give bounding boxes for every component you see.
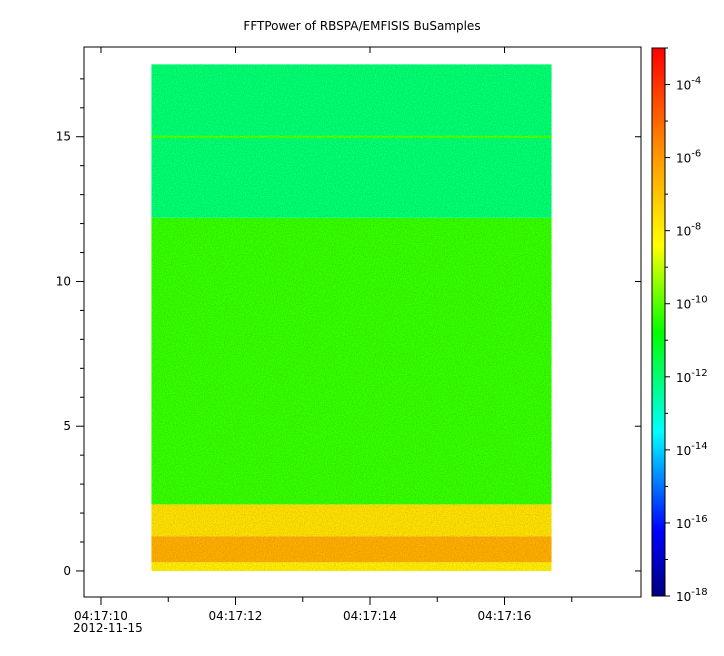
x-tick-label: 04:17:12	[209, 609, 263, 623]
colorbar-tick-label: 10-12	[676, 368, 708, 385]
colorbar-tick-base: 10	[676, 444, 691, 458]
x-tick-label: 04:17:14	[343, 609, 397, 623]
colorbar-tick-label: 10-14	[676, 441, 708, 458]
colorbar-tick-label: 10-6	[676, 149, 701, 166]
y-tick-label: 5	[63, 419, 71, 433]
x-axis: 04:17:10 04:17:12 04:17:14 04:17:16	[74, 47, 573, 623]
colorbar-tick-label: 10-8	[676, 222, 701, 239]
colorbar-tick-label: 10-18	[676, 587, 708, 604]
colorbar-tick-label: 10-16	[676, 514, 708, 531]
colorbar-tick-exponent: -12	[691, 368, 707, 379]
colorbar-tick-exponent: -16	[691, 514, 707, 525]
colorbar-tick-base: 10	[676, 590, 691, 604]
colorbar-tick-exponent: -14	[691, 441, 707, 452]
x-tick-label: 04:17:16	[478, 609, 532, 623]
colorbar-tick-exponent: -18	[691, 587, 707, 598]
colorbar-tick-base: 10	[676, 225, 691, 239]
colorbar-tick-base: 10	[676, 152, 691, 166]
colorbar-tick-exponent: -8	[691, 222, 701, 233]
colorbar-tick-base: 10	[676, 371, 691, 385]
colorbar-tick-exponent: -4	[691, 76, 701, 87]
heatmap-noise-texture	[151, 64, 552, 571]
colorbar-tick-base: 10	[676, 298, 691, 312]
colorbar-gradient	[651, 47, 666, 597]
y-tick-label: 10	[56, 274, 71, 288]
colorbar-tick-label: 10-4	[676, 76, 701, 93]
y-tick-label: 15	[56, 130, 71, 144]
x-date-label: 2012-11-15	[73, 621, 143, 635]
colorbar-tick-exponent: -10	[691, 295, 707, 306]
chart-title: FFTPower of RBSPA/EMFISIS BuSamples	[243, 19, 480, 33]
y-tick-label: 0	[63, 564, 71, 578]
colorbar-tick-exponent: -6	[691, 149, 701, 160]
plot-area	[83, 46, 642, 598]
colorbar-tick-base: 10	[676, 79, 691, 93]
y-axis: 0 5 10 15	[56, 78, 641, 578]
x-tick-label: 04:17:10	[74, 609, 128, 623]
colorbar-tick-base: 10	[676, 517, 691, 531]
colorbar-tick-label: 10-10	[676, 295, 708, 312]
